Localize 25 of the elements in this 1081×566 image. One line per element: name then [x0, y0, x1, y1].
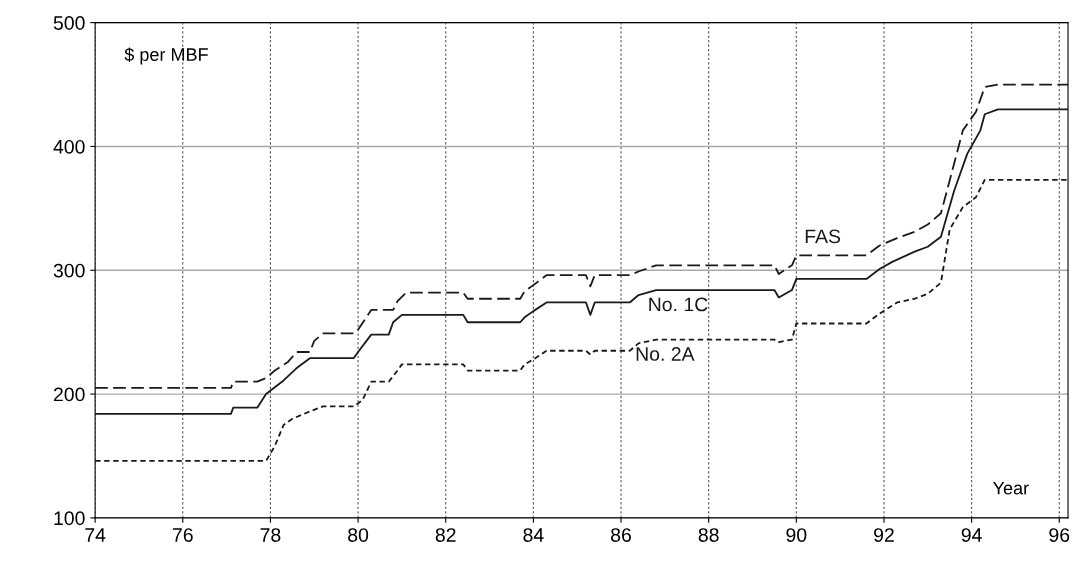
y-tick-label: 500	[53, 16, 85, 30]
x-tick-label: 84	[523, 528, 544, 542]
x-axis-title: Year	[993, 481, 1029, 495]
line-series	[95, 178, 1069, 462]
series-label: FAS	[805, 229, 841, 244]
x-tick-label: 80	[348, 528, 369, 542]
series-label: No. 1C	[649, 297, 708, 312]
y-axis-title: $ per MBF	[124, 47, 208, 65]
series-label: No. 2A	[636, 347, 695, 361]
x-tick-label: 74	[85, 528, 106, 542]
x-tick-label: 86	[611, 528, 631, 542]
y-tick-label: 400	[53, 139, 85, 154]
x-tick-label: 76	[172, 528, 193, 542]
x-tick-label: 94	[961, 528, 982, 542]
line-series	[95, 108, 1069, 415]
x-tick-label: 78	[260, 528, 281, 542]
x-tick-label: 88	[698, 528, 719, 542]
x-tick-label: 82	[435, 528, 456, 542]
y-tick-label: 200	[53, 387, 85, 402]
x-tick-label: 96	[1049, 528, 1070, 542]
y-tick-label: 100	[54, 511, 85, 526]
y-tick-label: 300	[53, 263, 85, 278]
line-series	[95, 83, 1069, 389]
x-tick-label: 92	[874, 528, 894, 542]
x-tick-label: 90	[786, 528, 807, 542]
